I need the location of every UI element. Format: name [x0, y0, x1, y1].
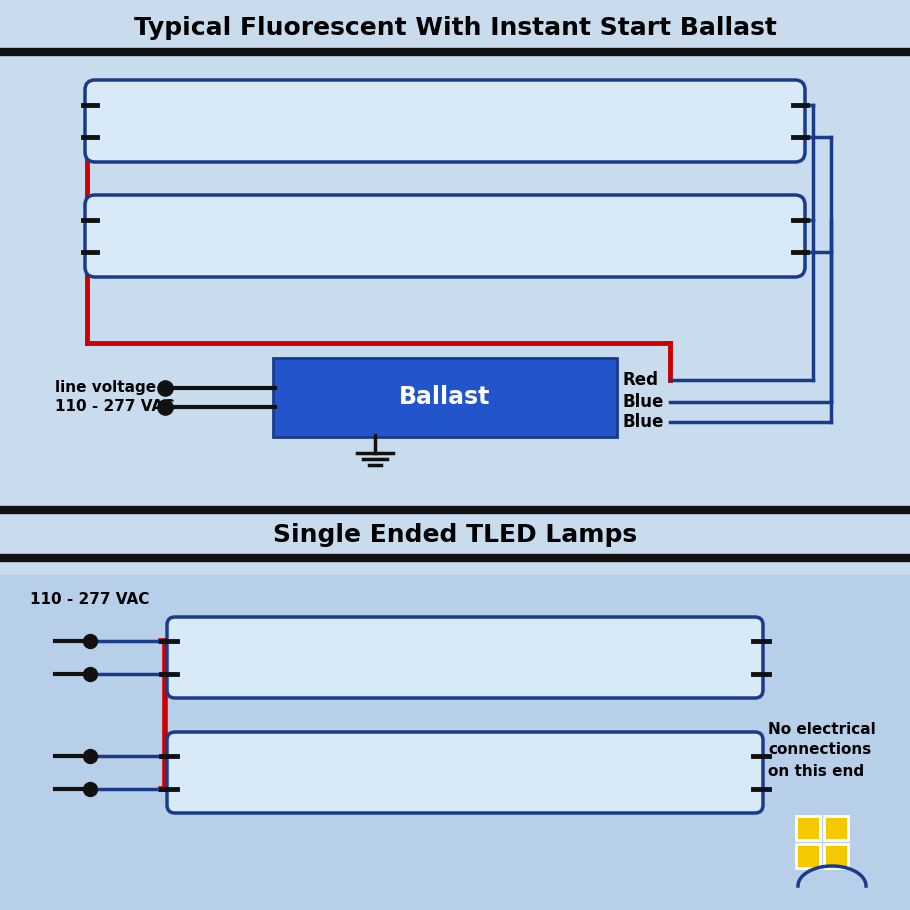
- Text: Red: Red: [623, 371, 659, 389]
- Text: 110 - 277 VAC: 110 - 277 VAC: [30, 592, 149, 608]
- Text: Blue: Blue: [623, 413, 664, 431]
- FancyBboxPatch shape: [85, 80, 805, 162]
- Text: line voltage
110 - 277 VAC: line voltage 110 - 277 VAC: [55, 379, 175, 414]
- Bar: [0, 0, 910, 575]
- FancyBboxPatch shape: [167, 617, 763, 698]
- Text: Single Ended TLED Lamps: Single Ended TLED Lamps: [273, 523, 637, 547]
- FancyBboxPatch shape: [85, 195, 805, 277]
- Bar: [0, 575, 910, 910]
- Bar: [824, 844, 848, 868]
- Text: No electrical
connections
on this end: No electrical connections on this end: [768, 722, 875, 778]
- Bar: [796, 844, 820, 868]
- Bar: [824, 816, 848, 840]
- FancyBboxPatch shape: [167, 732, 763, 813]
- Text: Typical Fluorescent With Instant Start Ballast: Typical Fluorescent With Instant Start B…: [134, 16, 776, 40]
- Bar: [796, 816, 820, 840]
- FancyBboxPatch shape: [273, 358, 617, 437]
- Text: Blue: Blue: [623, 393, 664, 411]
- Text: Ballast: Ballast: [399, 386, 490, 410]
